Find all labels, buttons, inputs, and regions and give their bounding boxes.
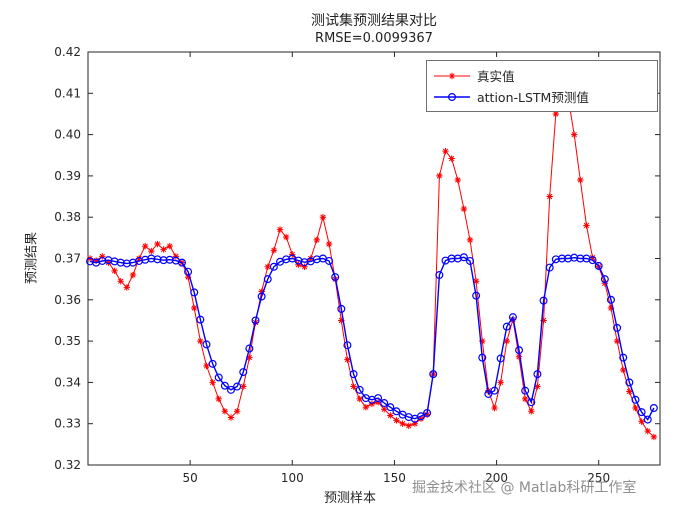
legend-entry: attion-LSTM预测值	[433, 86, 657, 107]
svg-text:0.34: 0.34	[54, 375, 81, 389]
svg-text:0.33: 0.33	[54, 417, 81, 431]
legend-label: attion-LSTM预测值	[477, 90, 589, 105]
svg-text:0.37: 0.37	[54, 252, 81, 266]
svg-text:100: 100	[281, 471, 304, 485]
svg-text:0.36: 0.36	[54, 293, 81, 307]
asterisk-marker-icon	[434, 72, 470, 79]
chart-subtitle: RMSE=0.0099367	[315, 31, 433, 46]
legend: 真实值 attion-LSTM预测值	[426, 60, 658, 112]
svg-text:200: 200	[485, 471, 508, 485]
svg-text:150: 150	[383, 471, 406, 485]
chart-title: 测试集预测结果对比	[311, 13, 437, 29]
svg-text:250: 250	[587, 471, 610, 485]
svg-text:0.32: 0.32	[54, 458, 81, 472]
legend-entry: 真实值	[433, 65, 657, 86]
svg-text:0.41: 0.41	[54, 86, 81, 100]
circle-marker-icon	[434, 92, 470, 101]
svg-text:0.39: 0.39	[54, 169, 81, 183]
svg-text:0.40: 0.40	[54, 128, 81, 142]
legend-label: 真实值	[477, 69, 515, 84]
svg-text:50: 50	[183, 471, 198, 485]
svg-text:0.42: 0.42	[54, 45, 81, 59]
svg-text:0.35: 0.35	[54, 334, 81, 348]
svg-text:0.38: 0.38	[54, 210, 81, 224]
watermark: 掘金技术社区 @ Matlab科研工作室	[412, 480, 637, 496]
x-axis-label: 预测样本	[323, 491, 377, 506]
